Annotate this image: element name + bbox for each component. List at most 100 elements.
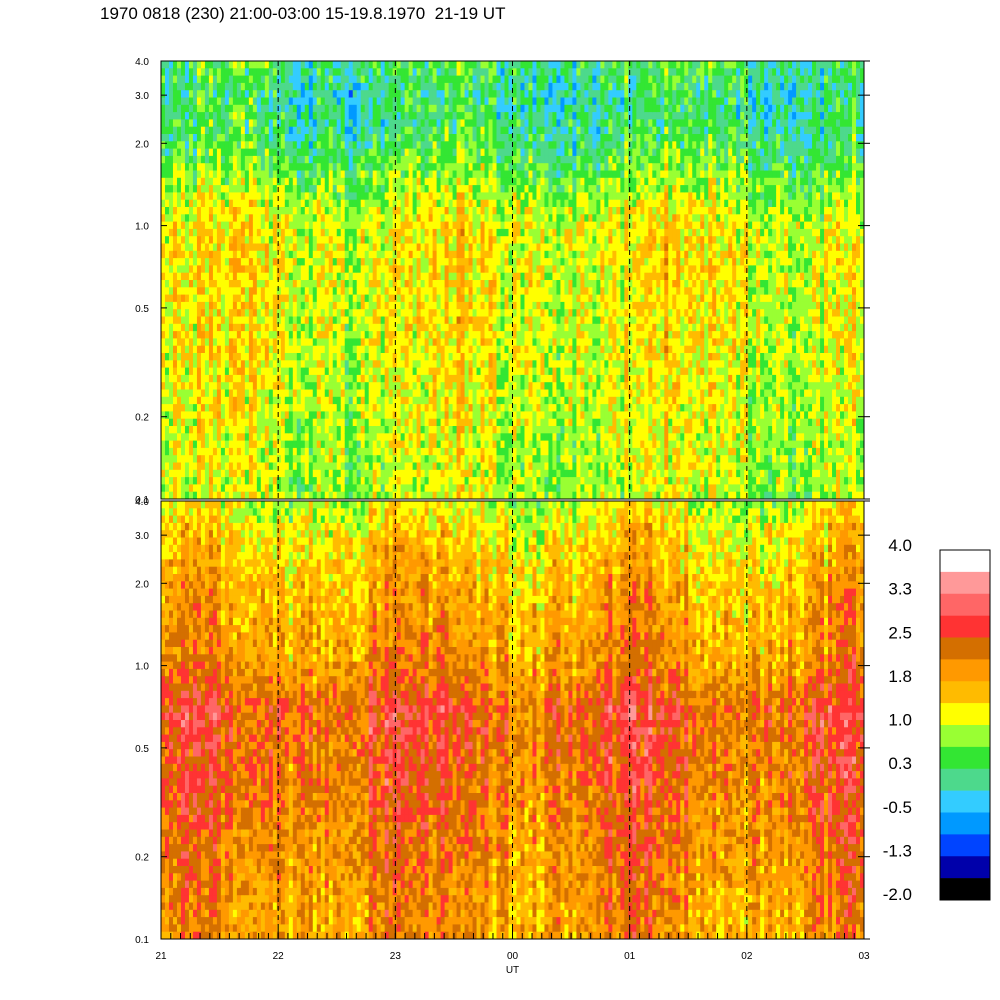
spectrogram-cell: [220, 207, 226, 215]
spectrogram-cell: [161, 192, 166, 201]
spectrogram-cell: [336, 199, 342, 208]
spectrogram-cell: [408, 360, 414, 368]
spectrogram-cell: [460, 199, 465, 208]
spectrogram-cell: [216, 97, 222, 106]
spectrogram-cell: [224, 75, 230, 84]
spectrogram-cell: [216, 134, 222, 142]
spectrogram-cell: [292, 126, 298, 135]
spectrogram-cell: [460, 185, 465, 193]
spectrogram-cell: [380, 404, 386, 412]
spectrogram-cell: [472, 265, 477, 274]
spectrogram-cell: [164, 75, 170, 84]
spectrogram-cell: [180, 396, 186, 405]
spectrogram-cell: [344, 214, 350, 222]
spectrogram-cell: [276, 491, 282, 500]
spectrogram-cell: [356, 119, 362, 128]
spectrogram-cell: [452, 396, 457, 405]
spectrogram-cell: [432, 236, 437, 244]
spectrogram-cell: [212, 119, 218, 128]
spectrogram-cell: [316, 418, 322, 427]
spectrogram-cell: [400, 477, 406, 485]
spectrogram-cell: [356, 90, 362, 98]
spectrogram-cell: [164, 455, 170, 463]
spectrogram-cell: [200, 294, 206, 303]
spectrogram-cell: [276, 119, 282, 128]
spectrogram-cell: [396, 221, 402, 230]
spectrogram-cell: [420, 221, 426, 230]
spectrogram-cell: [428, 360, 434, 368]
spectrogram-cell: [200, 112, 206, 120]
spectrogram-cell: [236, 404, 242, 412]
spectrogram-cell: [448, 345, 453, 354]
spectrogram-cell: [304, 433, 310, 441]
spectrogram-cell: [332, 236, 338, 244]
spectrogram-cell: [176, 192, 182, 201]
spectrogram-cell: [248, 258, 254, 266]
spectrogram-cell: [472, 404, 477, 412]
spectrogram-cell: [280, 280, 286, 288]
spectrogram-cell: [256, 170, 262, 179]
spectrogram-cell: [248, 272, 254, 281]
spectrogram-cell: [224, 382, 230, 390]
spectrogram-cell: [428, 331, 434, 339]
spectrogram-cell: [332, 170, 338, 179]
spectrogram-cell: [408, 272, 414, 281]
spectrogram-cell: [161, 389, 166, 398]
spectrogram-cell: [192, 97, 198, 106]
spectrogram-cell: [428, 426, 434, 434]
spectrogram-cell: [212, 287, 218, 295]
spectrogram-cell: [316, 272, 322, 281]
spectrogram-cell: [476, 294, 481, 303]
spectrogram-cell: [336, 484, 342, 493]
spectrogram-cell: [232, 185, 238, 193]
spectrogram-cell: [368, 323, 374, 332]
spectrogram-cell: [436, 119, 441, 128]
spectrogram-cell: [344, 258, 350, 266]
spectrogram-cell: [448, 331, 453, 339]
spectrogram-cell: [180, 104, 186, 113]
spectrogram-cell: [384, 389, 390, 398]
spectrogram-cell: [376, 426, 382, 434]
spectrogram-cell: [220, 104, 226, 113]
spectrogram-cell: [220, 134, 226, 142]
spectrogram-cell: [408, 440, 414, 449]
spectrogram-cell: [456, 148, 461, 157]
spectrogram-cell: [324, 177, 330, 186]
spectrogram-cell: [472, 250, 477, 259]
spectrogram-cell: [280, 126, 286, 135]
spectrogram-cell: [208, 134, 214, 142]
spectrogram-cell: [180, 134, 186, 142]
spectrogram-cell: [440, 418, 445, 427]
spectrogram-cell: [340, 170, 346, 179]
spectrogram-cell: [268, 258, 274, 266]
spectrogram-cell: [476, 338, 481, 347]
spectrogram-cell: [260, 455, 266, 463]
spectrogram-cell: [372, 433, 378, 441]
spectrogram-cell: [376, 367, 382, 376]
spectrogram-cell: [200, 389, 206, 398]
spectrogram-cell: [280, 323, 286, 332]
spectrogram-cell: [472, 301, 477, 310]
spectrogram-cell: [392, 433, 398, 441]
spectrogram-cell: [272, 134, 278, 142]
spectrogram-cell: [312, 345, 318, 354]
spectrogram-cell: [352, 382, 358, 390]
spectrogram-cell: [460, 221, 465, 230]
spectrogram-cell: [468, 185, 473, 193]
spectrogram-cell: [468, 170, 473, 179]
spectrogram-cell: [308, 433, 314, 441]
spectrogram-cell: [364, 484, 370, 493]
spectrogram-cell: [344, 192, 350, 201]
spectrogram-cell: [444, 323, 449, 332]
spectrogram-cell: [180, 426, 186, 434]
spectrogram-cell: [384, 250, 390, 259]
spectrogram-cell: [484, 440, 489, 449]
spectrogram-cell: [260, 185, 266, 193]
spectrogram-cell: [476, 214, 481, 222]
spectrogram-cell: [380, 484, 386, 493]
spectrogram-cell: [384, 316, 390, 325]
spectrogram-cell: [364, 207, 370, 215]
spectrogram-cell: [404, 411, 410, 420]
spectrogram-cell: [224, 301, 230, 310]
spectrogram-cell: [324, 258, 330, 266]
